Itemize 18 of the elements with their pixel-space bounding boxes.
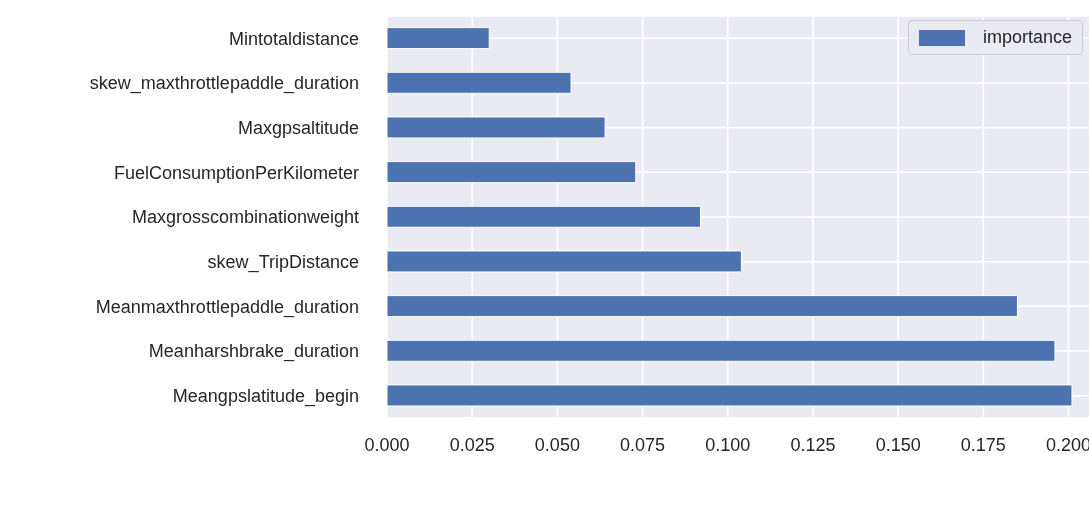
x-tick-label: 0.100 bbox=[705, 434, 751, 455]
y-tick-label: skew_TripDistance bbox=[207, 252, 359, 274]
y-tick-label: Maxgrosscombinationweight bbox=[131, 207, 359, 228]
x-tick-label: 0.175 bbox=[960, 434, 1006, 455]
x-tick-label: 0.125 bbox=[790, 434, 836, 455]
x-tick-label: 0.000 bbox=[364, 434, 410, 455]
y-tick-label: Mintotaldistance bbox=[228, 28, 359, 49]
y-tick-label: Maxgpsaltitude bbox=[237, 118, 359, 139]
y-tick-label: Meanharshbrake_duration bbox=[148, 341, 359, 363]
x-tick-label: 0.150 bbox=[875, 434, 921, 455]
y-tick-label: skew_maxthrottlepaddle_duration bbox=[89, 73, 359, 95]
x-tick-label: 0.025 bbox=[449, 434, 495, 455]
x-tick-label: 0.075 bbox=[620, 434, 666, 455]
x-tick-label: 0.050 bbox=[534, 434, 580, 455]
y-tick-label: FuelConsumptionPerKilometer bbox=[113, 162, 360, 183]
y-tick-label: Meangpslatitude_begin bbox=[172, 386, 359, 408]
y-tick-label: Meanmaxthrottlepaddle_duration bbox=[95, 296, 359, 318]
legend-label: importance bbox=[982, 27, 1072, 48]
